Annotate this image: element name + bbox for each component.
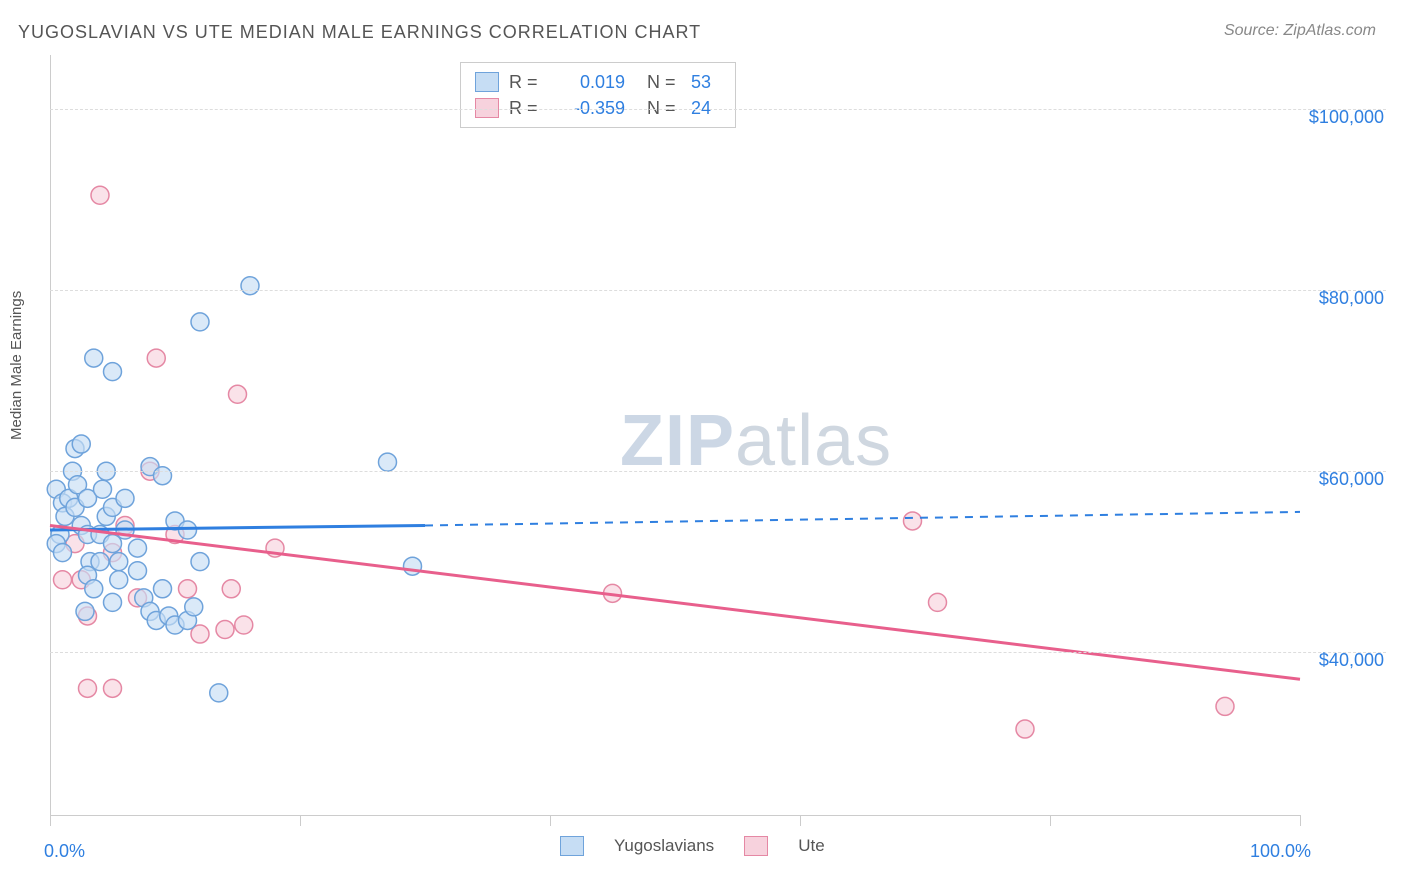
data-point [76,602,94,620]
data-point [154,580,172,598]
data-point [904,512,922,530]
data-point [79,679,97,697]
x-tick-mark [550,816,551,826]
data-point [1016,720,1034,738]
data-point [116,489,134,507]
swatch-blue-bottom [560,836,584,856]
series-legend: Yugoslavians Ute [560,836,825,856]
swatch-pink-bottom [744,836,768,856]
source-attribution: Source: ZipAtlas.com [1224,22,1376,40]
y-tick-label: $80,000 [1319,288,1384,309]
data-point [1216,697,1234,715]
n-value-blue: 53 [691,72,721,93]
n-value-pink: 24 [691,98,721,119]
x-tick-mark [1050,816,1051,826]
legend-row-pink: R = -0.359 N = 24 [475,95,721,121]
data-point [94,480,112,498]
chart-title: YUGOSLAVIAN VS UTE MEDIAN MALE EARNINGS … [18,22,701,43]
x-tick-mark [1300,816,1301,826]
data-point [229,385,247,403]
gridline [50,109,1386,110]
data-point [154,467,172,485]
data-point [110,571,128,589]
y-axis-label: Median Male Earnings [8,291,25,440]
data-point [929,593,947,611]
data-point [85,349,103,367]
gridline [50,471,1386,472]
data-point [191,553,209,571]
x-tick-mark [800,816,801,826]
data-point [91,186,109,204]
swatch-blue [475,72,499,92]
data-point [147,349,165,367]
r-value-blue: 0.019 [555,72,625,93]
data-point [404,557,422,575]
trend-line [50,525,1300,679]
swatch-pink [475,98,499,118]
n-label-pink: N = [647,98,681,119]
gridline [50,290,1386,291]
legend-row-blue: R = 0.019 N = 53 [475,69,721,95]
x-tick-mark [300,816,301,826]
y-tick-label: $60,000 [1319,469,1384,490]
data-point [129,562,147,580]
y-tick-label: $40,000 [1319,650,1384,671]
y-tick-label: $100,000 [1309,107,1384,128]
data-point [235,616,253,634]
scatter-svg [50,55,1300,815]
n-label-blue: N = [647,72,681,93]
data-point [179,580,197,598]
data-point [85,580,103,598]
data-point [72,435,90,453]
x-tick-label: 100.0% [1250,841,1311,862]
data-point [179,521,197,539]
legend-label-pink: Ute [798,836,824,856]
x-tick-label: 0.0% [44,841,85,862]
data-point [379,453,397,471]
data-point [110,553,128,571]
legend-label-blue: Yugoslavians [614,836,714,856]
data-point [54,571,72,589]
data-point [104,679,122,697]
data-point [191,313,209,331]
r-value-pink: -0.359 [555,98,625,119]
x-tick-mark [50,816,51,826]
data-point [129,539,147,557]
trend-line [425,512,1300,526]
data-point [91,553,109,571]
data-point [54,544,72,562]
gridline [50,652,1386,653]
data-point [222,580,240,598]
r-label-pink: R = [509,98,545,119]
data-point [210,684,228,702]
data-point [104,593,122,611]
r-label-blue: R = [509,72,545,93]
data-point [216,621,234,639]
correlation-legend: R = 0.019 N = 53 R = -0.359 N = 24 [460,62,736,128]
data-point [241,277,259,295]
data-point [185,598,203,616]
data-point [104,363,122,381]
